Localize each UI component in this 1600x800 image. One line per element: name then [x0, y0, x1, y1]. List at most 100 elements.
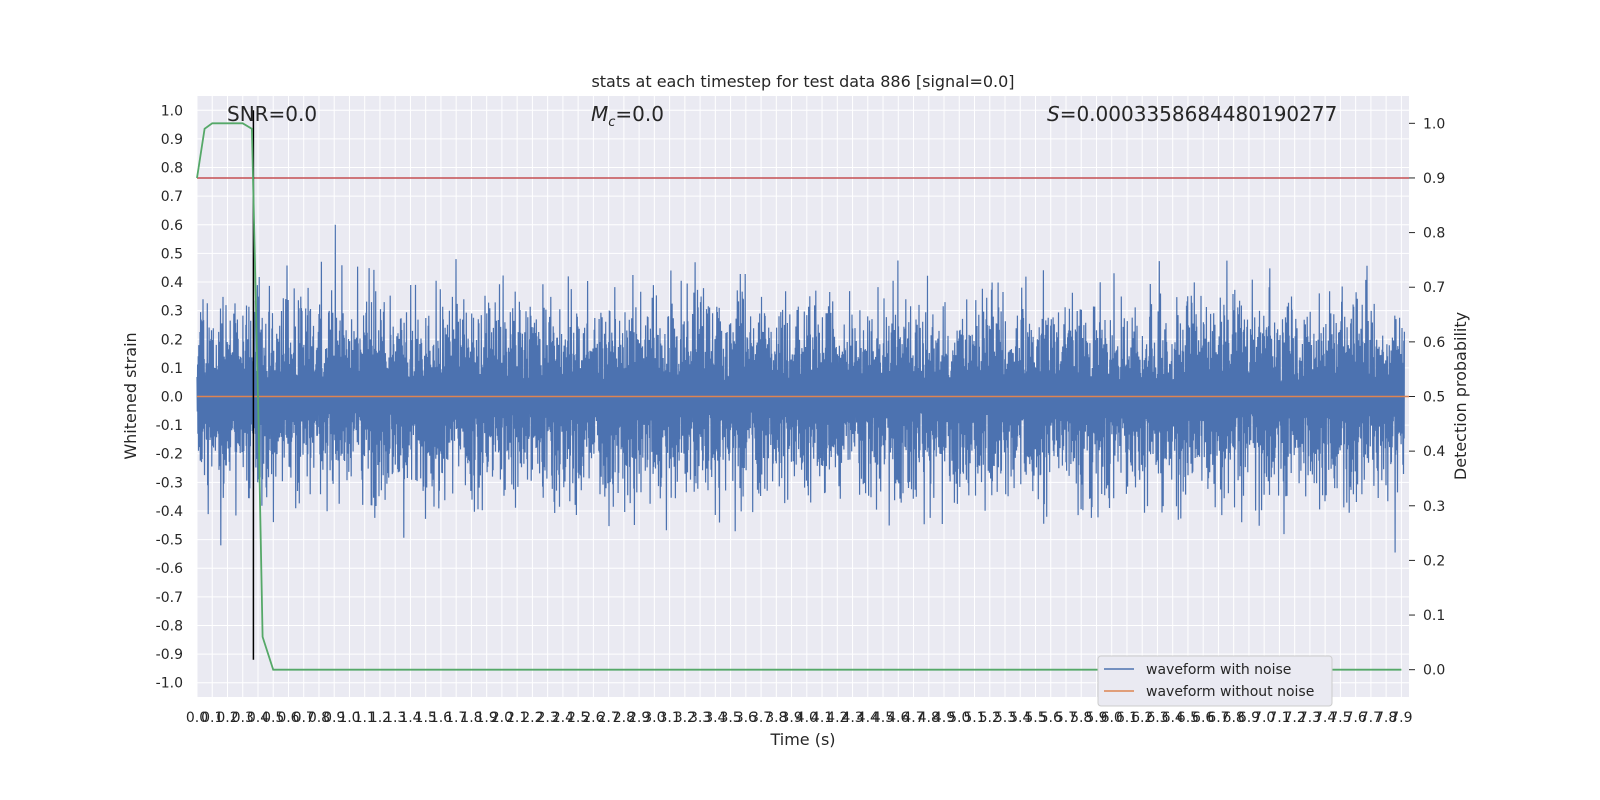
x-tick-label: 6.1 — [1116, 710, 1138, 726]
x-tick-label: 4.2 — [826, 710, 848, 726]
y-left-axis-label: Whitened strain — [121, 332, 140, 459]
x-tick-label: 2.1 — [506, 710, 528, 726]
s-annotation: S=0.0003358684480190277 — [1047, 102, 1337, 126]
x-tick-label: 2.8 — [613, 710, 635, 726]
legend: waveform with noise waveform without noi… — [1097, 655, 1333, 707]
x-tick-label: 7.8 — [1375, 710, 1397, 726]
y-right-tick-label: 0.2 — [1423, 553, 1445, 569]
x-tick-label: 4.4 — [857, 710, 879, 726]
y-left-tick-label: 0.4 — [161, 275, 183, 291]
x-tick-label: 1.5 — [415, 710, 437, 726]
x-tick-label: 3.2 — [674, 710, 696, 726]
x-tick-label: 1.0 — [338, 710, 360, 726]
x-tick-label: 6.6 — [1192, 710, 1214, 726]
x-tick-label: 3.8 — [765, 710, 787, 726]
legend-label-clean: waveform without noise — [1146, 684, 1314, 700]
y-left-tick-label: 0.1 — [161, 361, 183, 377]
x-tick-label: 7.3 — [1299, 710, 1321, 726]
x-tick-label: 5.2 — [979, 710, 1001, 726]
y-left-tick-label: -1.0 — [156, 676, 183, 692]
y-right-tick-label: 0.5 — [1423, 390, 1445, 406]
mc-annotation: Mc=0.0 — [591, 102, 664, 130]
x-tick-label: 1.3 — [384, 710, 406, 726]
y-left-tick-label: -0.2 — [156, 447, 183, 463]
x-tick-label: 1.2 — [369, 710, 391, 726]
x-tick-label: 4.9 — [933, 710, 955, 726]
x-tick-label: 3.1 — [658, 710, 680, 726]
x-tick-label: 3.3 — [689, 710, 711, 726]
x-tick-label: 6.5 — [1177, 710, 1199, 726]
x-tick-label: 0.2 — [216, 710, 238, 726]
y-left-tick-label: 0.5 — [161, 246, 183, 262]
x-tick-label: 4.5 — [872, 710, 894, 726]
y-left-tick-label: 0.9 — [161, 132, 183, 148]
x-tick-label: 5.3 — [994, 710, 1016, 726]
y-left-tick-label: -0.9 — [156, 647, 183, 663]
x-tick-label: 7.1 — [1268, 710, 1290, 726]
legend-box — [1097, 655, 1333, 707]
y-left-tick-label: 0.2 — [161, 332, 183, 348]
x-tick-label: 2.6 — [582, 710, 604, 726]
x-tick-label: 6.8 — [1223, 710, 1245, 726]
y-left-tick-label: 0.6 — [161, 218, 183, 234]
y-right-tick-label: 0.6 — [1423, 335, 1445, 351]
snr-annotation: SNR=0.0 — [227, 102, 317, 126]
y-right-tick-label: 0.1 — [1423, 608, 1445, 624]
x-tick-labels: 0.00.10.20.30.40.50.60.70.80.91.01.11.21… — [186, 710, 1413, 726]
y-right-tick-labels: 1.0 0.9 0.8 0.7 0.6 0.5 0.4 0.3 0.2 0.1 0.0 — [1409, 116, 1445, 679]
s-symbol: S — [1047, 102, 1060, 126]
x-tick-label: 7.7 — [1360, 710, 1382, 726]
x-tick-label: 7.9 — [1390, 710, 1412, 726]
x-tick-label: 5.9 — [1085, 710, 1107, 726]
x-tick-label: 4.1 — [811, 710, 833, 726]
x-tick-label: 7.0 — [1253, 710, 1275, 726]
x-tick-label: 0.1 — [201, 710, 223, 726]
series-detection-probability — [196, 122, 1402, 671]
x-tick-label: 4.8 — [918, 710, 940, 726]
x-tick-label: 3.6 — [735, 710, 757, 726]
y-left-tick-label: -0.3 — [156, 475, 183, 491]
x-tick-label: 6.9 — [1238, 710, 1260, 726]
x-tick-label: 1.7 — [445, 710, 467, 726]
x-tick-label: 2.7 — [597, 710, 619, 726]
y-left-tick-label: 0.3 — [161, 304, 183, 320]
x-tick-label: 3.4 — [704, 710, 726, 726]
x-tick-label: 7.4 — [1314, 710, 1336, 726]
mc-subscript: c — [608, 115, 615, 130]
x-tick-label: 4.7 — [902, 710, 924, 726]
x-tick-label: 2.0 — [491, 710, 513, 726]
x-tick-label: 4.6 — [887, 710, 909, 726]
y-right-tick-label: 0.4 — [1423, 444, 1445, 460]
x-tick-label: 2.3 — [537, 710, 559, 726]
x-tick-label: 5.7 — [1055, 710, 1077, 726]
x-tick-label: 0.5 — [262, 710, 284, 726]
x-tick-label: 2.4 — [552, 710, 574, 726]
x-tick-label: 3.5 — [719, 710, 741, 726]
mc-value: =0.0 — [615, 102, 664, 126]
x-tick-label: 6.4 — [1162, 710, 1184, 726]
x-tick-label: 1.9 — [476, 710, 498, 726]
y-left-tick-label: -0.1 — [156, 418, 183, 434]
mc-symbol: M — [591, 102, 608, 126]
x-tick-label: 6.7 — [1207, 710, 1229, 726]
x-tick-label: 1.4 — [399, 710, 421, 726]
y-left-tick-label: 0.7 — [161, 189, 183, 205]
series-waveform-with-noise — [196, 224, 1406, 553]
y-right-tick-label: 0.7 — [1423, 280, 1445, 296]
x-tick-label: 0.0 — [186, 710, 208, 726]
y-right-tick-label: 0.3 — [1423, 499, 1445, 515]
x-tick-label: 5.5 — [1024, 710, 1046, 726]
x-tick-label: 6.3 — [1146, 710, 1168, 726]
x-tick-label: 2.2 — [521, 710, 543, 726]
y-left-tick-label: 1.0 — [161, 103, 183, 119]
y-right-tick-label: 0.9 — [1423, 171, 1445, 187]
s-value: =0.0003358684480190277 — [1060, 102, 1338, 126]
y-left-tick-label: -0.8 — [156, 618, 183, 634]
x-tick-label: 0.9 — [323, 710, 345, 726]
x-tick-label: 0.3 — [232, 710, 254, 726]
y-left-tick-labels: 1.0 0.9 0.8 0.7 0.6 0.5 0.4 0.3 0.2 0.1 0.0 -0.1 -0.… — [156, 103, 183, 691]
y-left-tick-label: -0.6 — [156, 561, 183, 577]
x-tick-label: 5.1 — [963, 710, 985, 726]
y-left-tick-label: 0.8 — [161, 161, 183, 177]
